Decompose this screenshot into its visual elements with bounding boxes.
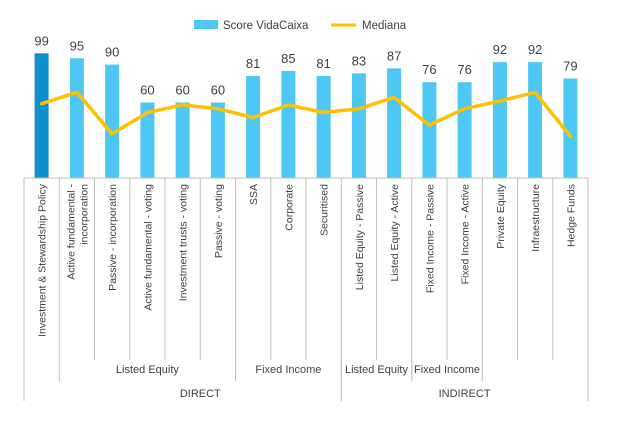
group-label: Fixed Income xyxy=(414,364,480,376)
value-label: 92 xyxy=(493,42,507,57)
bar xyxy=(563,78,578,178)
bar xyxy=(316,75,331,178)
category-label: Investment & Stewardship Policy xyxy=(37,183,49,337)
bar xyxy=(69,58,84,178)
bar xyxy=(422,82,437,178)
bar xyxy=(457,82,472,178)
value-label: 60 xyxy=(211,82,225,97)
category-label: Fixed Income - Active xyxy=(460,184,472,285)
category-axis xyxy=(23,177,589,401)
value-label: 85 xyxy=(281,51,295,66)
legend: Score VidaCaixa Mediana xyxy=(194,20,407,32)
category-label: Hedge Funds xyxy=(565,184,577,247)
value-label: 76 xyxy=(422,62,436,77)
category-label: Securitised xyxy=(319,184,331,236)
legend-label-score: Score VidaCaixa xyxy=(223,20,309,32)
bar xyxy=(351,73,366,178)
category-label: Passive - voting xyxy=(213,184,225,258)
bar xyxy=(210,102,225,178)
category-label: Infraestructure xyxy=(530,184,542,252)
value-label: 92 xyxy=(528,42,542,57)
value-label: 81 xyxy=(246,56,260,71)
value-label: 83 xyxy=(352,53,366,68)
bar xyxy=(492,62,507,178)
value-label: 60 xyxy=(175,82,189,97)
value-label: 60 xyxy=(140,82,154,97)
category-label: Corporate xyxy=(283,184,295,231)
legend-label-mediana: Mediana xyxy=(362,20,407,32)
bars xyxy=(34,53,578,178)
group-label: Listed Equity xyxy=(116,364,179,376)
value-label: 99 xyxy=(34,33,48,48)
value-label: 87 xyxy=(387,48,401,63)
value-label: 79 xyxy=(563,59,577,74)
group-labels: Listed Equity Fixed Income Listed Equity Fi… xyxy=(116,364,491,400)
bar xyxy=(105,64,120,178)
category-label: Listed Equity - Passive xyxy=(354,184,366,290)
value-labels: 99 95 90 60 60 60 81 85 81 83 87 76 76 92 92 79 xyxy=(34,33,577,97)
supergroup-label: INDIRECT xyxy=(439,388,491,400)
value-label: 76 xyxy=(457,62,471,77)
category-label: Investment trusts - voting xyxy=(178,184,190,301)
category-labels: Investment & Stewardship Policy Active fu… xyxy=(37,183,578,337)
category-label: Passive - incorporation xyxy=(107,184,119,291)
legend-swatch-score xyxy=(194,20,218,29)
category-label: SSA xyxy=(248,184,260,205)
supergroup-label: DIRECT xyxy=(180,388,221,400)
bar xyxy=(528,62,543,178)
bar xyxy=(246,75,261,178)
value-label: 90 xyxy=(105,45,119,60)
bar xyxy=(175,102,190,178)
category-label: Active fundamental -incorporation xyxy=(65,184,90,280)
category-label: Private Equity xyxy=(495,183,507,249)
category-label: Listed Equity - Active xyxy=(389,184,401,282)
bar xyxy=(281,70,296,178)
group-label: Fixed Income xyxy=(255,364,321,376)
value-label: 81 xyxy=(316,56,330,71)
bar xyxy=(34,53,49,178)
bar xyxy=(387,68,402,178)
category-label: Fixed Income - Passive xyxy=(424,184,436,293)
bar xyxy=(140,102,155,178)
mediana-series xyxy=(39,90,573,139)
value-label: 95 xyxy=(70,38,84,53)
group-label: Listed Equity xyxy=(345,364,408,376)
mediana-line xyxy=(39,90,573,139)
category-label: Active fundamental - voting xyxy=(142,184,154,311)
